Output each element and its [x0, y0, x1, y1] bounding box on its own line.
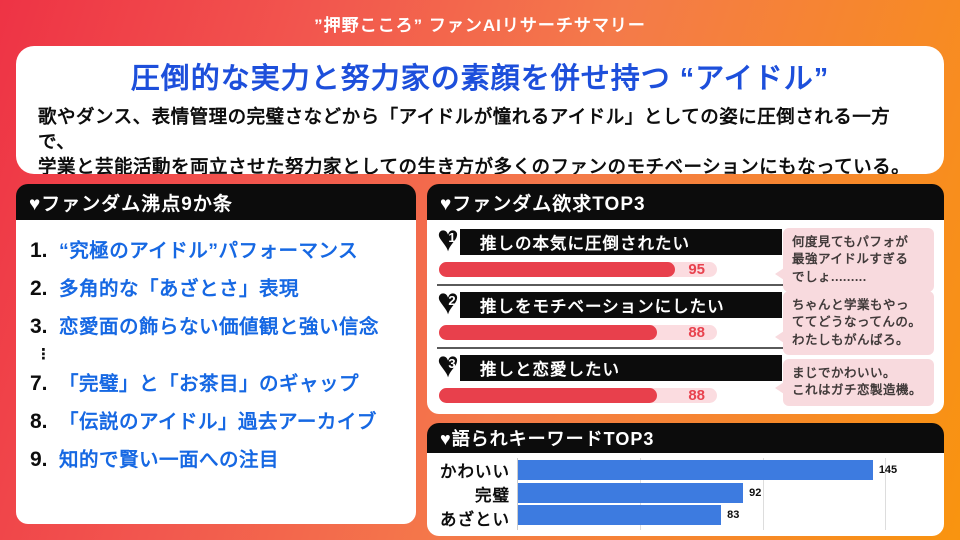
desire-bar-track: 88 — [439, 388, 717, 403]
keyword-label: かわいい — [440, 463, 510, 481]
keyword-label: 完璧 — [475, 487, 510, 505]
desire-value: 95 — [688, 261, 705, 278]
ellipsis: ⋮ — [36, 346, 51, 363]
heart-icon: ♥ — [437, 344, 459, 385]
gridline-100 — [762, 458, 764, 530]
desire-item: ♥ 2 推しをモチベーションにしたい 88 ちゃんと学業もやっ ててどうなってん… — [437, 283, 934, 355]
item-number: 1. — [30, 239, 48, 262]
desire-value: 88 — [688, 387, 705, 404]
item-number: 3. — [30, 315, 48, 338]
keywords-axis-labels: かわいい 完璧 あざとい — [433, 458, 517, 530]
heart-icon: ♥ — [437, 281, 459, 322]
item-text: 「完璧」と「お茶目」のギャップ — [59, 373, 360, 395]
heart-icon: ♥ — [437, 218, 459, 259]
keyword-value: 145 — [878, 464, 898, 476]
summary-body: 歌やダンス、表情管理の完璧さなどから「アイドルが憧れるアイドル」としての姿に圧倒… — [38, 104, 922, 174]
desire-bar-fill — [439, 325, 658, 340]
rank-badge: ♥ 1 — [437, 220, 469, 257]
desire-bar-track: 88 — [439, 325, 717, 340]
item-text: 恋愛面の飾らない価値観と強い信念 — [59, 316, 380, 338]
fandom-desires-body: ♥ 1 推しの本気に圧倒されたい 95 何度見てもパフォが 最強アイドルすぎる … — [427, 220, 944, 414]
summary-card: 圧倒的な実力と努力家の素顔を併せ持つ “アイドル” 歌やダンス、表情管理の完璧さ… — [16, 46, 944, 174]
desire-item: ♥ 1 推しの本気に圧倒されたい 95 何度見てもパフォが 最強アイドルすぎる … — [437, 220, 934, 292]
right-column: ♥ファンダム欲求TOP3 ♥ 1 推しの本気に圧倒されたい 95 何度見ても — [427, 184, 944, 536]
item-text: 知的で賢い一面への注目 — [59, 449, 280, 471]
list-item: 7. 「完璧」と「お茶目」のギャップ — [30, 367, 404, 396]
item-text: 多角的な「あざとさ」表現 — [59, 278, 300, 300]
keyword-bar-row: 92 — [518, 482, 934, 503]
keywords-plot-area: 145 92 83 — [517, 458, 934, 530]
keyword-bar — [518, 482, 744, 503]
keywords-panel: ♥語られキーワードTOP3 かわいい 完璧 あざとい 145 — [427, 423, 944, 536]
keyword-label: あざとい — [440, 511, 510, 529]
rank-badge: ♥ 2 — [437, 283, 469, 320]
page-header: ”押野こころ” ファンAIリサーチサマリー — [0, 0, 960, 46]
desire-label-row: ♥ 3 推しと恋愛したい — [437, 346, 934, 383]
keywords-heading: ♥語られキーワードTOP3 — [427, 423, 944, 453]
summary-body-line-1: 歌やダンス、表情管理の完璧さなどから「アイドルが憧れるアイドル」としての姿に圧倒… — [38, 106, 891, 152]
desire-label: 推しをモチベーションにしたい — [460, 292, 782, 318]
desire-bar-fill — [439, 262, 675, 277]
rank-badge: ♥ 3 — [437, 346, 469, 383]
desire-label-row: ♥ 2 推しをモチベーションにしたい — [437, 283, 934, 320]
fan-comment-bubble: 何度見てもパフォが 最強アイドルすぎる でしょ......... — [775, 228, 934, 292]
desire-label: 推しと恋愛したい — [460, 355, 782, 381]
desire-value: 88 — [688, 324, 705, 341]
list-item: 2. 多角的な「あざとさ」表現 — [30, 272, 404, 301]
keyword-bar-row: 83 — [518, 505, 934, 526]
keyword-value: 92 — [749, 486, 762, 499]
boiling-points-panel: ♥ファンダム沸点9か条 1. “究極のアイドル”パフォーマンス 2. 多角的な「… — [16, 184, 416, 524]
item-number: 9. — [30, 448, 48, 471]
item-text: 「伝説のアイドル」過去アーカイブ — [59, 411, 377, 433]
rank-number: 1 — [448, 230, 456, 245]
desire-label: 推しの本気に圧倒されたい — [460, 229, 782, 255]
fandom-desires-panel: ♥ファンダム欲求TOP3 ♥ 1 推しの本気に圧倒されたい 95 何度見ても — [427, 184, 944, 414]
desire-bar-fill — [439, 388, 658, 403]
summary-title: 圧倒的な実力と努力家の素顔を併せ持つ “アイドル” — [130, 63, 830, 95]
keyword-bar — [518, 505, 722, 525]
fan-comment-bubble: ちゃんと学業もやっ ててどうなってんの。 わたしもがんばろ。 — [775, 291, 934, 355]
list-item: 1. “究極のアイドル”パフォーマンス — [30, 234, 404, 263]
keyword-value: 83 — [727, 509, 740, 521]
desire-label-row: ♥ 1 推しの本気に圧倒されたい — [437, 220, 934, 257]
boiling-points-list: 1. “究極のアイドル”パフォーマンス 2. 多角的な「あざとさ」表現 3. 恋… — [16, 220, 416, 524]
item-number: 2. — [30, 277, 48, 300]
list-item: 9. 知的で賢い一面への注目 — [30, 443, 404, 472]
rank-number: 2 — [448, 293, 456, 308]
summary-body-line-2: 学業と芸能活動を両立させた努力家としての生き方が多くのファンのモチベーションにも… — [38, 156, 911, 174]
list-item: 3. 恋愛面の飾らない価値観と強い信念 — [30, 310, 404, 339]
keyword-bar — [518, 460, 873, 480]
boiling-points-heading: ♥ファンダム沸点9か条 — [16, 184, 416, 220]
fan-comment-bubble: まじでかわいい。 これはガチ恋製造機。 — [775, 359, 934, 406]
keywords-chart: かわいい 完璧 あざとい 145 92 — [427, 453, 944, 536]
keyword-bar-row: 145 — [518, 460, 934, 481]
rank-number: 3 — [448, 356, 456, 371]
desire-item: ♥ 3 推しと恋愛したい 88 まじでかわいい。 これはガチ恋製造機。 — [437, 346, 934, 410]
desire-bar-track: 95 — [439, 262, 717, 277]
item-number: 7. — [30, 372, 48, 395]
item-number: 8. — [30, 410, 48, 433]
page-header-title: ”押野こころ” ファンAIリサーチサマリー — [314, 15, 646, 35]
list-item: 8. 「伝説のアイドル」過去アーカイブ — [30, 405, 404, 434]
content-columns: ♥ファンダム沸点9か条 1. “究極のアイドル”パフォーマンス 2. 多角的な「… — [16, 184, 944, 536]
fandom-desires-heading: ♥ファンダム欲求TOP3 — [427, 184, 944, 220]
gridline-150 — [884, 458, 886, 530]
item-text: “究極のアイドル”パフォーマンス — [59, 240, 359, 262]
